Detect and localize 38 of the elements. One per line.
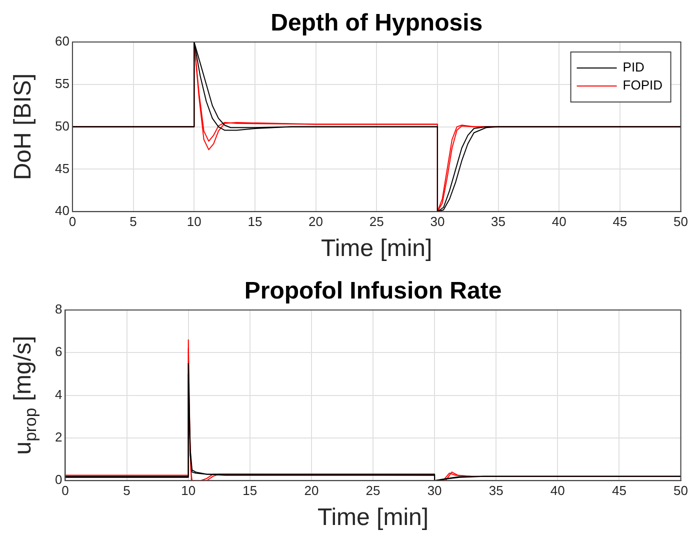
y-tick-label: 2 — [54, 430, 62, 445]
x-tick-label: 5 — [123, 482, 130, 498]
x-tick-label: 15 — [248, 214, 262, 229]
x-tick-label: 40 — [550, 482, 565, 498]
y-tick-label: 45 — [54, 160, 70, 176]
y-tick-label: 40 — [54, 203, 70, 218]
x-tick-label: 35 — [491, 214, 506, 229]
y-tick-label: 55 — [54, 76, 70, 91]
y-axis-title: uprop [mg/s] — [10, 336, 40, 455]
chart-title: Depth of Hypnosis — [270, 10, 483, 37]
x-tick-label: 30 — [430, 214, 445, 229]
x-tick-label: 45 — [612, 214, 628, 229]
x-tick-label: 10 — [181, 482, 196, 498]
x-axis-title: Time [min] — [317, 504, 429, 532]
x-tick-label: 5 — [130, 214, 137, 229]
x-tick-label: 50 — [674, 482, 688, 498]
x-tick-label: 50 — [674, 214, 688, 229]
x-tick-label: 15 — [242, 482, 258, 498]
x-tick-label: 40 — [552, 214, 566, 229]
y-tick-label: 8 — [54, 302, 62, 317]
y-tick-label: 6 — [54, 344, 62, 360]
x-tick-label: 35 — [488, 482, 504, 498]
y-tick-label: 0 — [54, 472, 62, 488]
x-tick-label: 30 — [427, 482, 442, 498]
x-tick-label: 25 — [369, 214, 384, 229]
x-tick-label: 20 — [308, 214, 324, 229]
x-tick-label: 45 — [612, 482, 626, 498]
y-tick-label: 50 — [54, 118, 70, 134]
y-tick-label: 4 — [54, 386, 62, 402]
legend-label: FOPID — [622, 78, 663, 93]
x-tick-label: 25 — [366, 482, 380, 498]
x-tick-label: 20 — [304, 482, 319, 498]
chart-title: Propofol Infusion Rate — [244, 278, 502, 305]
y-axis-title: DoH [BIS] — [10, 73, 37, 180]
x-tick-label: 10 — [186, 214, 202, 229]
y-tick-label: 60 — [54, 34, 70, 49]
legend-label: PID — [622, 60, 644, 75]
x-axis-title: Time [min] — [321, 235, 432, 262]
